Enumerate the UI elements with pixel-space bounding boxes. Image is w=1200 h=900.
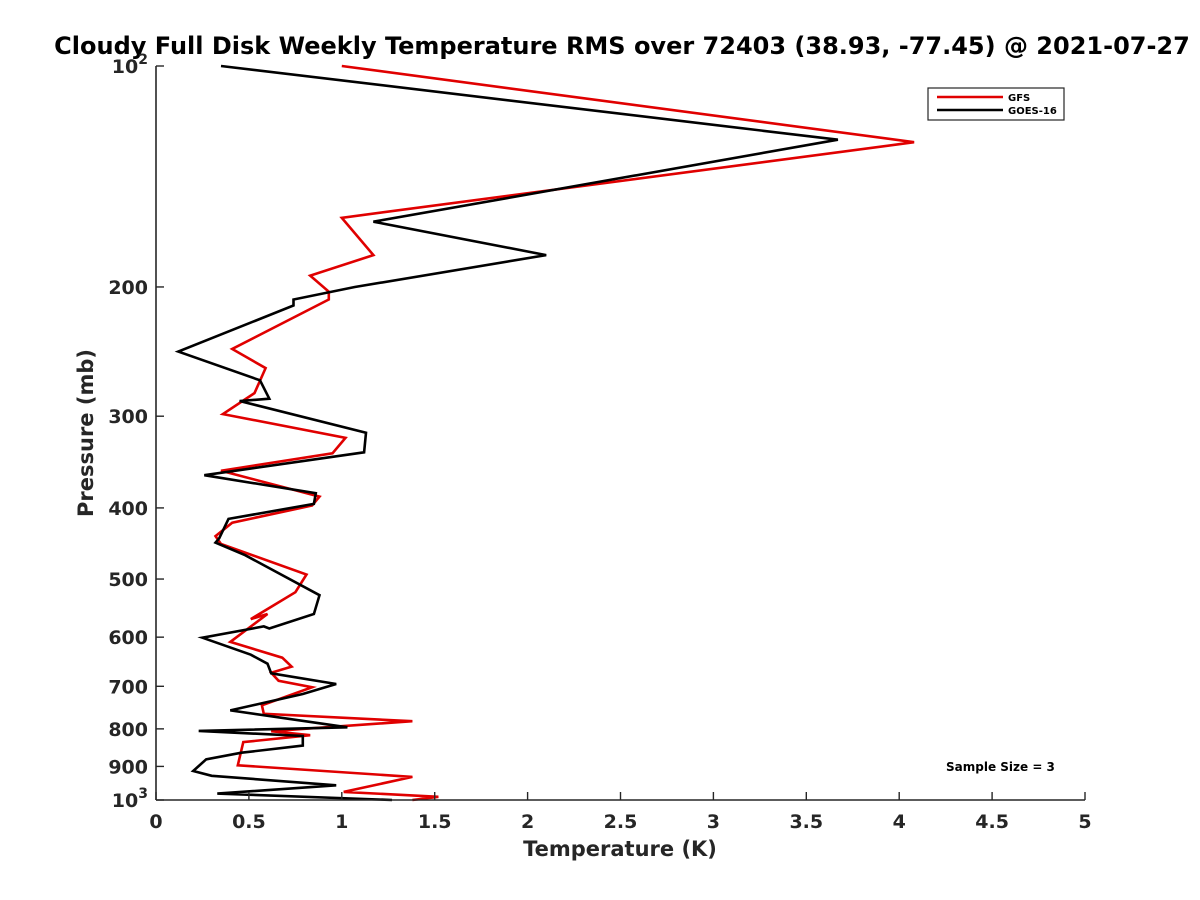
x-tick-label: 3.5 [789,811,823,833]
y-tick-label: 600 [108,627,148,649]
legend-box [927,87,1065,121]
legend: GFS GOES-16 [927,87,1065,121]
y-tick-label: 300 [108,406,148,428]
y-tick-label: 103 [112,786,148,812]
y-tick-label: 500 [108,569,148,591]
x-tick-label: 3 [707,811,720,833]
x-tick-label: 1 [335,811,348,833]
y-tick-label: 400 [108,498,148,520]
y-tick-label: 900 [108,756,148,778]
series-layer [174,64,915,802]
x-tick-label: 1.5 [418,811,452,833]
x-tick-label: 0 [149,811,162,833]
y-tick-label: 800 [108,719,148,741]
x-tick-label: 2 [521,811,534,833]
x-tick-label: 5 [1078,811,1091,833]
x-tick-label: 2.5 [604,811,638,833]
x-axis-label: Temperature (K) [523,837,717,861]
y-axis-label: Pressure (mb) [74,349,98,517]
legend-label-goes-16: GOES-16 [1008,106,1057,117]
x-tick-label: 4 [893,811,906,833]
y-tick-label: 102 [112,52,148,78]
series-line-gfs [213,64,915,802]
x-ticks: 0 0.5 1 1.5 2 2.5 3 3.5 4 4.5 5 [149,792,1092,833]
series-line-goes-16 [174,64,839,802]
x-tick-label: 0.5 [232,811,266,833]
sample-size-annotation: Sample Size = 3 [946,760,1055,774]
y-ticks: 102 200 300 400 500 600 700 800 900 103 [108,52,164,812]
chart-title: Cloudy Full Disk Weekly Temperature RMS … [54,32,1190,60]
legend-label-gfs: GFS [1008,93,1030,104]
y-tick-label: 200 [108,277,148,299]
axes [155,66,1085,801]
y-tick-label: 700 [108,676,148,698]
x-tick-label: 4.5 [975,811,1009,833]
